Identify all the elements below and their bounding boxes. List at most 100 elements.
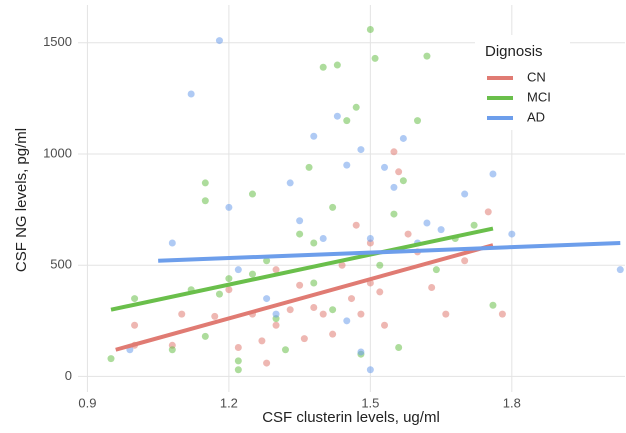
point — [376, 288, 384, 296]
point — [395, 168, 403, 176]
point — [366, 366, 374, 374]
point — [414, 117, 422, 125]
point — [381, 321, 389, 329]
point — [296, 281, 304, 289]
legend-title: Dignosis — [485, 43, 543, 60]
point — [310, 239, 318, 247]
legend-label: CN — [527, 69, 546, 84]
point — [201, 179, 209, 187]
point — [258, 337, 266, 345]
point — [616, 266, 624, 274]
point — [508, 230, 516, 238]
y-tick-label: 0 — [65, 368, 72, 383]
point — [366, 25, 374, 33]
point — [225, 275, 233, 283]
point — [234, 366, 242, 374]
point — [319, 235, 327, 243]
point — [215, 37, 223, 45]
point — [333, 61, 341, 69]
x-tick-label: 0.9 — [78, 395, 96, 410]
point — [272, 310, 280, 318]
point — [131, 295, 139, 303]
point — [357, 348, 365, 356]
point — [319, 63, 327, 71]
point — [201, 332, 209, 340]
point — [178, 310, 186, 318]
point — [338, 261, 346, 269]
point — [211, 312, 219, 320]
point — [352, 103, 360, 111]
point — [343, 317, 351, 325]
point — [234, 266, 242, 274]
point — [343, 161, 351, 169]
point — [489, 170, 497, 178]
point — [366, 235, 374, 243]
point — [234, 357, 242, 365]
point — [461, 190, 469, 198]
point — [470, 221, 478, 229]
point — [272, 321, 280, 329]
point — [390, 148, 398, 156]
point — [329, 203, 337, 211]
y-axis-label: CSF NG levels, pg/ml — [13, 128, 30, 272]
legend: Dignosis CN MCI AD — [475, 35, 570, 130]
x-tick-label: 1.8 — [503, 395, 521, 410]
point — [319, 310, 327, 318]
point — [234, 344, 242, 352]
point — [225, 203, 233, 211]
x-tick-label: 1.2 — [220, 395, 238, 410]
point — [357, 310, 365, 318]
y-tick-label: 1500 — [43, 34, 72, 49]
point — [215, 290, 223, 298]
point — [305, 163, 313, 171]
point — [423, 219, 431, 227]
point — [286, 306, 294, 314]
point — [432, 266, 440, 274]
legend-box — [475, 35, 570, 130]
point — [357, 146, 365, 154]
point — [296, 217, 304, 225]
point — [248, 270, 256, 278]
point — [404, 230, 412, 238]
point — [329, 306, 337, 314]
point — [371, 54, 379, 62]
point — [263, 257, 271, 265]
point — [329, 330, 337, 338]
trend-line — [115, 243, 494, 352]
legend-label: AD — [527, 109, 545, 124]
trend-line — [110, 226, 494, 312]
point — [272, 266, 280, 274]
y-tick-label: 500 — [50, 257, 72, 272]
point — [390, 210, 398, 218]
legend-label: MCI — [527, 89, 551, 104]
x-axis-label: CSF clusterin levels, ug/ml — [262, 409, 440, 426]
point — [296, 230, 304, 238]
trend-line — [158, 240, 621, 263]
point — [442, 310, 450, 318]
point — [107, 355, 115, 363]
point — [310, 303, 318, 311]
point — [399, 177, 407, 185]
point — [187, 90, 195, 98]
point — [352, 221, 360, 229]
point — [399, 134, 407, 142]
point — [263, 295, 271, 303]
point — [131, 321, 139, 329]
point — [484, 208, 492, 216]
point — [310, 279, 318, 287]
point — [461, 257, 469, 265]
point — [437, 226, 445, 234]
point — [390, 183, 398, 191]
point — [168, 239, 176, 247]
point — [343, 117, 351, 125]
point — [428, 283, 436, 291]
point — [168, 346, 176, 354]
point — [333, 112, 341, 120]
point — [310, 132, 318, 140]
point — [381, 163, 389, 171]
point — [489, 301, 497, 309]
point — [263, 359, 271, 367]
point — [281, 346, 289, 354]
point — [225, 286, 233, 294]
